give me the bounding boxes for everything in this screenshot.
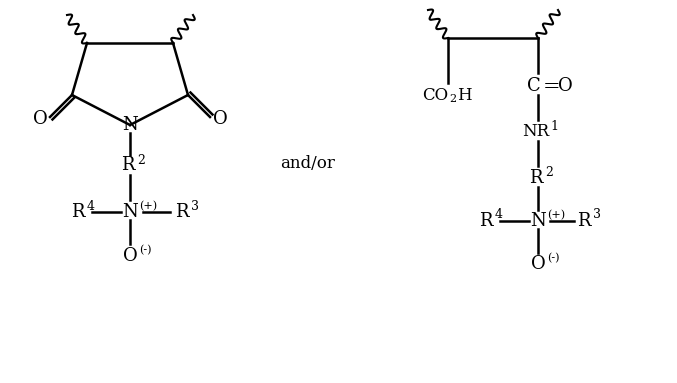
Text: O: O <box>558 77 573 95</box>
Text: O: O <box>123 247 137 265</box>
Text: (-): (-) <box>547 253 559 263</box>
Text: N: N <box>122 116 138 134</box>
Text: (-): (-) <box>139 245 152 255</box>
Text: R: R <box>479 212 493 230</box>
Text: NR: NR <box>523 123 550 141</box>
Text: 1: 1 <box>550 121 558 134</box>
Text: R: R <box>529 169 543 187</box>
Text: (+): (+) <box>139 201 157 211</box>
Text: C: C <box>527 77 541 95</box>
Text: O: O <box>531 255 546 273</box>
Text: 2: 2 <box>545 167 553 180</box>
Text: R: R <box>121 156 135 174</box>
Text: 3: 3 <box>191 200 199 213</box>
Text: O: O <box>213 110 227 128</box>
Text: (+): (+) <box>547 210 565 220</box>
Text: 3: 3 <box>593 208 601 221</box>
Text: R: R <box>175 203 189 221</box>
Text: 2: 2 <box>137 154 145 167</box>
Text: =: = <box>543 77 561 95</box>
Text: CO: CO <box>422 87 448 105</box>
Text: and/or: and/or <box>280 154 335 172</box>
Text: R: R <box>577 212 591 230</box>
Text: 4: 4 <box>495 208 503 221</box>
Text: N: N <box>122 203 138 221</box>
Text: N: N <box>530 212 546 230</box>
Text: H: H <box>457 87 472 105</box>
Text: O: O <box>32 110 47 128</box>
Text: 2: 2 <box>449 94 456 104</box>
Text: 4: 4 <box>87 200 95 213</box>
Text: R: R <box>71 203 85 221</box>
